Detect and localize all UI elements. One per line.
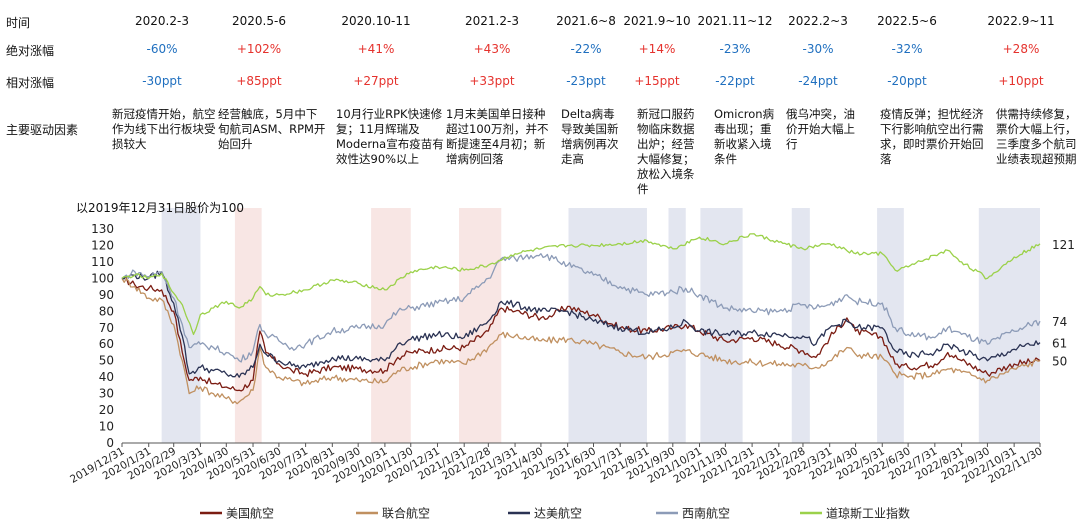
y-tick-label: 20 [99,403,114,417]
absolute-change: +43% [473,42,511,56]
y-tick-label: 50 [99,354,114,368]
series-end-label: 50 [1052,355,1067,369]
relative-change: +15ppt [634,74,680,88]
driver-text: 俄乌冲突，油价开始大幅上行 [786,107,855,151]
shaded-period [700,208,743,443]
relative-change: -24ppt [798,74,838,88]
driver-text: 新冠疫情开始，航空作为线下出行板块受损较大 [112,107,216,151]
row-label-drivers: 主要驱动因素 [6,123,79,137]
driver-text: 供需持续修复，票价大幅上行，三季度多个航司业绩表现超预期 [996,107,1077,166]
relative-change: +10ppt [998,74,1044,88]
row-label-absolute: 绝对涨幅 [6,44,55,58]
period-label: 2020.10-11 [341,14,411,28]
absolute-change: +41% [357,42,395,56]
chart-unit-label: 以2019年12月31日股价为100 [76,201,244,215]
legend-label: 道琼斯工业指数 [826,506,910,521]
relative-change: -22ppt [715,74,755,88]
y-tick-label: 110 [91,255,114,269]
driver-text: 10月行业RPK快速修复；11月辉瑞及Moderna宣布疫苗有效性达90%以上 [336,107,444,166]
series-line-2 [121,270,1041,378]
driver-text: 新冠口服药物临床数据出炉；经营大幅修复；放松入境条件 [637,107,695,196]
relative-change: -20ppt [887,74,927,88]
y-tick-label: 120 [91,238,114,252]
relative-change: -23ppt [566,74,606,88]
y-tick-label: 80 [99,304,114,318]
row-label-time: 时间 [6,16,31,30]
driver-text: Delta病毒导致美国新增病例再次走高 [561,107,619,166]
series-line-1 [121,278,1041,405]
driver-text: Omicron病毒出现；重新收紧入境条件 [714,107,775,166]
shaded-period [791,208,810,443]
period-label: 2021.2-3 [465,14,519,28]
absolute-change: +102% [236,42,282,56]
y-tick-label: 40 [99,370,114,384]
period-label: 2020.2-3 [135,14,189,28]
series-line-0 [121,276,1041,392]
series-end-label: 74 [1052,315,1067,329]
relative-change: +27ppt [353,74,399,88]
absolute-change: -30% [802,42,834,56]
period-label: 2022.5~6 [877,14,937,28]
y-tick-label: 90 [99,288,114,302]
driver-text: 疫情反弹；担忧经济下行影响航空出行需求，即时票价开始回落 [880,107,984,166]
period-label: 2021.9~10 [623,14,691,28]
period-label: 2022.2~3 [788,14,848,28]
driver-text: 经营触底，5月中下旬航司ASM、RPM开始回升 [218,107,326,151]
legend-label: 西南航空 [682,506,730,521]
y-tick-label: 30 [99,387,114,401]
series-end-label: 121 [1052,238,1075,252]
legend-label: 达美航空 [534,506,582,521]
absolute-change: +14% [638,42,676,56]
y-tick-label: 70 [99,321,114,335]
y-tick-label: 100 [91,271,114,285]
absolute-change: -32% [891,42,923,56]
shaded-period [371,208,411,443]
absolute-change: -60% [146,42,178,56]
relative-change: +85ppt [236,74,282,88]
series-line-4 [121,233,1041,336]
legend-label: 联合航空 [382,506,430,521]
y-tick-label: 60 [99,337,114,351]
shaded-period [161,208,201,443]
absolute-change: -23% [719,42,751,56]
row-label-relative: 相对涨幅 [6,76,55,90]
legend-label: 美国航空 [226,506,274,521]
period-label: 2021.6~8 [556,14,616,28]
absolute-change: -22% [570,42,602,56]
absolute-change: +28% [1002,42,1040,56]
series-line-3 [121,253,1041,363]
y-tick-label: 0 [106,436,114,450]
y-tick-label: 130 [91,222,114,236]
period-label: 2020.5-6 [232,14,286,28]
driver-text: 1月末美国单日接种超过100万剂，并不断提速至4月初；新增病例回落 [446,107,549,166]
y-tick-label: 10 [99,420,114,434]
shaded-period [234,208,262,443]
shaded-period [877,208,904,443]
relative-change: +33ppt [469,74,515,88]
period-label: 2021.11~12 [697,14,773,28]
relative-change: -30ppt [142,74,182,88]
series-end-label: 61 [1052,337,1067,351]
period-label: 2022.9~11 [987,14,1055,28]
